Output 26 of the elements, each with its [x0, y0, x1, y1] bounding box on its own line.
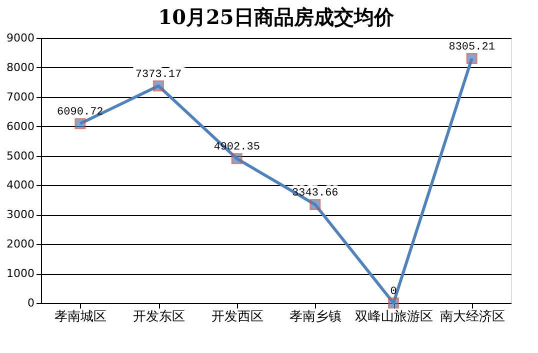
point [231, 153, 242, 164]
x-tick-label: 孝南城区 [54, 310, 107, 324]
point [466, 52, 478, 64]
y-tick-label: 5000 [6, 149, 34, 162]
point [153, 80, 164, 92]
x-tick-label: 开发东区 [133, 310, 185, 324]
y-tick-label: 4000 [6, 178, 34, 192]
x-tick-label: 孝南乡镇 [290, 310, 342, 324]
y-tick-label: 6000 [6, 120, 34, 133]
y-tick-label: 9000 [6, 32, 34, 44]
y-tick-label: 2000 [6, 238, 34, 251]
point [310, 199, 321, 210]
y-tick-label: 1000 [6, 267, 34, 280]
chart-title: 10月25日商品房成交均价 [158, 5, 395, 29]
x-tick-label: 南大经济区 [440, 310, 505, 324]
y-tick-label: 7000 [6, 90, 34, 104]
point [74, 118, 86, 130]
data-label: 6090.72 [57, 106, 104, 119]
x-tick-label: 开发西区 [211, 310, 264, 324]
y-tick-label: 8000 [6, 60, 34, 74]
data-label: 8305.21 [448, 41, 496, 54]
x-tick-label: 双峰山旅游区 [355, 310, 433, 324]
data-label: 7373.17 [135, 68, 182, 81]
point [388, 298, 399, 308]
y-tick-label: 3000 [6, 208, 34, 222]
y-tick-label: 0 [28, 296, 34, 310]
